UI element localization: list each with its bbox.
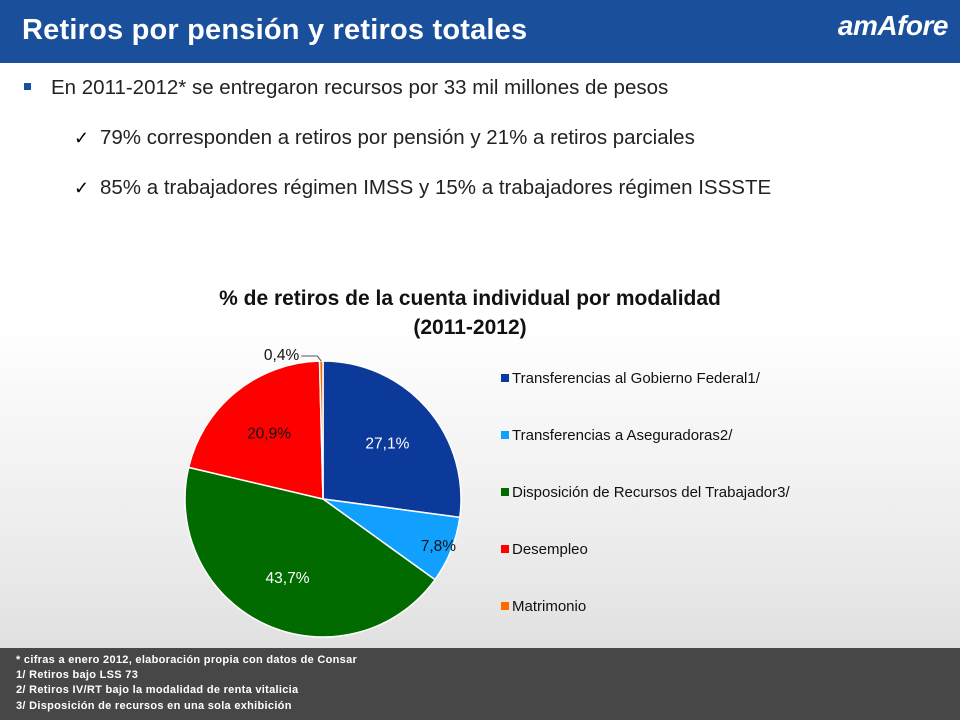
legend-label: Desempleo [512,541,588,558]
sub-bullet-1: ✓ 79% corresponden a retiros por pensión … [74,126,695,150]
data-label-disposicion-recursos: 43,7% [266,570,310,587]
slice-disposicion-recursos [184,466,437,638]
sub-bullet-2: ✓ 85% a trabajadores régimen IMSS y 15% a… [74,176,771,200]
slice-desempleo [187,360,324,500]
main-bullet: En 2011-2012* se entregaron recursos por… [24,76,668,100]
checkmark-icon: ✓ [74,128,90,148]
main-bullet-text: En 2011-2012* se entregaron recursos por… [51,76,669,99]
legend-item-desempleo: Desempleo [501,541,588,558]
chart-title: % de retiros de la cuenta individual por… [0,284,940,342]
legend-label: Disposición de Recursos del Trabajador3/ [512,484,790,501]
slice-gobierno-federal [322,360,462,519]
leader-line [301,355,322,362]
data-label-gobierno-federal: 27,1% [365,436,409,453]
footnote-line: 2/ Retiros IV/RT bajo la modalidad de re… [16,684,299,696]
data-label-matrimonio: 0,4% [264,347,300,364]
legend-item-gobierno-federal: Transferencias al Gobierno Federal1/ [501,370,760,387]
legend-swatch [501,431,509,440]
slice-matrimonio [318,360,324,500]
footnote-line: 3/ Disposición de recursos en una sola e… [16,700,292,712]
legend-item-disposicion-recursos: Disposición de Recursos del Trabajador3/ [501,484,790,501]
legend-swatch [501,488,509,497]
checkmark-icon: ✓ [74,178,90,198]
chart-title-line-2: (2011-2012) [413,316,527,339]
data-label-aseguradoras: 7,8% [421,538,457,555]
legend-swatch [501,374,509,383]
legend-item-matrimonio: Matrimonio [501,598,586,615]
amafore-logo: amAfore [837,10,949,41]
footnote-line: 1/ Retiros bajo LSS 73 [16,669,139,681]
legend-swatch [501,602,509,611]
footnote-line: * cifras a enero 2012, elaboración propi… [16,654,358,666]
legend-item-aseguradoras: Transferencias a Aseguradoras2/ [501,427,732,444]
data-label-desempleo: 20,9% [247,426,291,443]
legend-swatch [501,545,509,554]
legend-label: Transferencias a Aseguradoras2/ [512,427,733,444]
sub-bullet-2-text: 85% a trabajadores régimen IMSS y 15% a … [100,176,772,199]
square-bullet-icon [24,83,31,91]
page-title: Retiros por pensión y retiros totales [22,14,528,46]
chart-title-line-1: % de retiros de la cuenta individual por… [219,287,721,310]
footnotes-panel: * cifras a enero 2012, elaboración propi… [0,648,960,720]
sub-bullet-1-text: 79% corresponden a retiros por pensión y… [100,126,695,149]
legend-label: Transferencias al Gobierno Federal1/ [512,370,760,387]
legend-label: Matrimonio [512,598,587,615]
title-bar: Retiros por pensión y retiros totales am… [0,0,960,63]
